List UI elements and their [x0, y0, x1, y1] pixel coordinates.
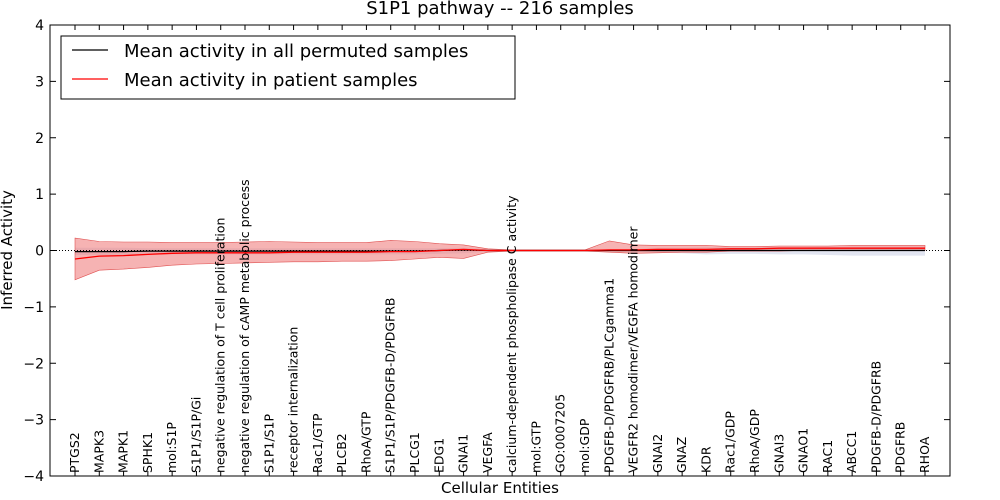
- x-axis-entity-labels: PTGS2 MAPK3 MAPK1 SPHK1 mol:S1P S1P1/S1P/Gi ne…: [67, 25, 932, 476]
- entity-label: PLCB2: [334, 433, 349, 473]
- series-lines: [74, 247, 925, 260]
- y-tick-label: −3: [23, 413, 44, 429]
- entity-label: calcium-dependent phospholipase C activi…: [504, 195, 519, 473]
- legend: Mean activity in all permuted samples Me…: [60, 35, 516, 100]
- entity-label: VEGFR2 homodimer/VEGFA homodimer: [626, 226, 641, 473]
- x-axis-label: Cellular Entities: [441, 479, 559, 497]
- entity-label: PTGS2: [67, 432, 82, 473]
- entity-label: S1P1/S1P: [261, 414, 276, 473]
- entity-label: GNAO1: [796, 428, 811, 473]
- y-tick-label: −2: [23, 356, 44, 372]
- entity-label: RAC1: [820, 440, 835, 473]
- entity-label: ABCC1: [844, 431, 859, 473]
- entity-label: EDG1: [431, 438, 446, 473]
- entity-label: SPHK1: [140, 432, 155, 473]
- entity-label: Rac1/GDP: [723, 411, 738, 473]
- entity-label: mol:S1P: [164, 422, 179, 473]
- legend-label-permuted: Mean activity in all permuted samples: [124, 41, 468, 62]
- line-series-1: [74, 247, 925, 260]
- entity-label: S1P1/S1P/PDGFB-D/PDGFRB: [383, 298, 398, 474]
- entity-label: VEGFA: [480, 432, 495, 473]
- y-tick-label: 2: [35, 131, 44, 147]
- entity-label: MAPK3: [91, 430, 106, 473]
- entity-label: PDGFRB: [893, 422, 908, 473]
- y-tick-label: 1: [35, 187, 44, 203]
- y-tick-label: −1: [23, 300, 44, 316]
- entity-label: GO:0007205: [553, 394, 568, 473]
- entity-label: negative regulation of T cell proliferat…: [213, 218, 228, 473]
- entity-label: mol:GDP: [577, 418, 592, 473]
- entity-label: S1P1/S1P/Gi: [188, 397, 203, 473]
- legend-label-patient: Mean activity in patient samples: [124, 70, 418, 91]
- entity-label: KDR: [698, 446, 713, 473]
- y-axis: −4 −3 −2 −1 0 1 2 3 4: [23, 18, 950, 485]
- y-tick-label: 0: [35, 244, 44, 260]
- confidence-bands: [74, 237, 926, 281]
- entity-label: negative regulation of cAMP metabolic pr…: [237, 179, 252, 473]
- band-series-1: [74, 237, 926, 281]
- entity-label: GNAI3: [771, 434, 786, 473]
- entity-label: Rac1/GTP: [310, 413, 325, 473]
- y-tick-label: 3: [35, 74, 44, 90]
- y-axis-label: Inferred Activity: [0, 190, 16, 310]
- legend-box: [60, 35, 516, 100]
- entity-label: GNAZ: [674, 437, 689, 473]
- chart-title: S1P1 pathway -- 216 samples: [366, 0, 634, 19]
- entity-label: RhoA/GTP: [358, 411, 373, 473]
- entity-label: PDGFB-D/PDGFRB: [868, 361, 883, 473]
- entity-label: receptor internalization: [286, 327, 301, 473]
- entity-label: PDGFB-D/PDGFRB/PLCgamma1: [601, 278, 616, 473]
- entity-label: RHOA: [917, 436, 932, 473]
- entity-label: PLCG1: [407, 432, 422, 473]
- entity-label: GNAI1: [456, 434, 471, 473]
- entity-label: mol:GTP: [528, 421, 543, 473]
- y-tick-label: 4: [35, 18, 44, 34]
- y-tick-label: −4: [23, 469, 44, 485]
- entity-label: GNAI2: [650, 434, 665, 473]
- entity-label: RhoA/GDP: [747, 409, 762, 473]
- entity-label: MAPK1: [116, 430, 131, 473]
